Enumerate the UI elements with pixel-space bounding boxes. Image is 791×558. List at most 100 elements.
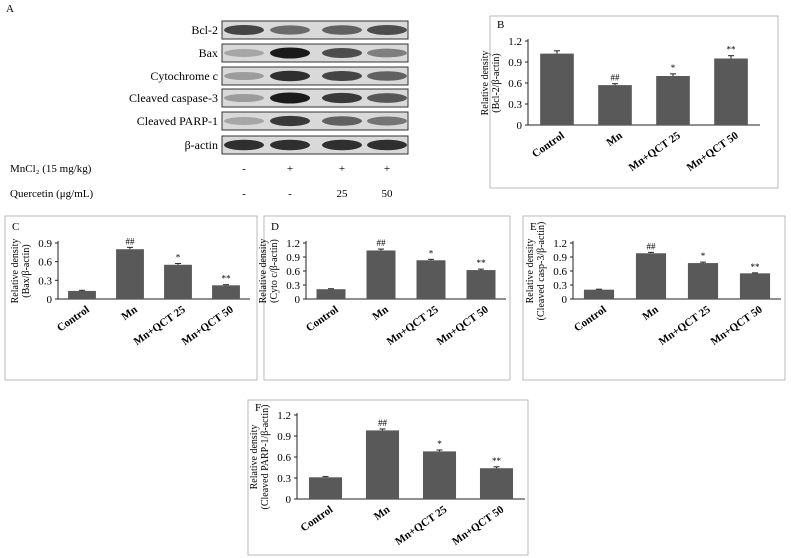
significance-marker: ** [751, 262, 761, 272]
blot-band [322, 116, 362, 126]
y-tick-label: 0.9 [277, 431, 291, 443]
blot-label-3: Cleaved caspase-3 [129, 91, 218, 105]
category-label: Control [298, 504, 335, 535]
significance-marker: * [701, 251, 706, 261]
blot-band [367, 25, 407, 35]
blot-band [224, 24, 264, 36]
panel-letter: E [530, 221, 537, 233]
bar-control [316, 289, 346, 299]
category-label: Mn+QCT 25 [627, 129, 684, 174]
blot-strip [221, 66, 409, 86]
category-label: Mn+QCT 25 [132, 303, 189, 348]
bar-mn-qct-50 [714, 58, 748, 125]
blot-strip [221, 135, 409, 155]
category-label: Mn+QCT 25 [385, 303, 442, 348]
blot-band [270, 25, 310, 35]
bar-mn [598, 85, 632, 125]
chart-frame [489, 15, 779, 189]
chart-panel-b: B 0 0.3 0.6 0.9 1.2 Relative density (Bcl-2/β-a… [480, 15, 779, 189]
blot-band [322, 25, 362, 35]
chart-frame [247, 399, 529, 556]
category-label: Mn [640, 304, 660, 323]
category-label: Mn+QCT 50 [709, 303, 766, 348]
category-label: Mn+QCT 25 [657, 303, 714, 348]
significance-marker: ** [492, 456, 502, 466]
blot-band [224, 117, 264, 125]
blot-label-4: Cleaved PARP-1 [137, 114, 218, 128]
blot-label-1: Bax [199, 46, 218, 60]
y-tick-label: 0.3 [277, 473, 291, 485]
bar-mn-qct-25 [422, 451, 457, 499]
blot-band [270, 92, 310, 104]
y-tick-label: 0.3 [553, 280, 567, 292]
category-label: Mn [604, 130, 624, 149]
significance-marker: ## [611, 73, 621, 83]
blot-band [270, 47, 310, 59]
y-axis-label: (Bax/β-actin) [21, 244, 32, 297]
y-tick-label: 0.6 [286, 266, 300, 278]
blot-label-2: Cytochrome c [150, 69, 218, 83]
category-label: Mn [119, 304, 139, 323]
blot-band [367, 93, 407, 103]
bar-mn-qct-25 [164, 264, 192, 299]
bar-control [583, 289, 615, 299]
y-tick-label: 0 [286, 494, 292, 506]
significance-marker: ** [222, 274, 232, 284]
blot-label-5: β-actin [185, 138, 218, 152]
blot-band [224, 139, 264, 151]
y-axis-label: (Bcl-2/β-actin) [491, 53, 502, 113]
y-tick-label: 0.9 [38, 238, 52, 250]
y-tick-label: 0.9 [553, 252, 567, 264]
bar-mn [635, 253, 667, 299]
blot-band [322, 139, 362, 151]
blot-band [367, 139, 407, 151]
y-tick-label: 0.9 [286, 252, 300, 264]
y-tick-label: 0.3 [286, 280, 300, 292]
chart-frame [263, 215, 511, 381]
condition-value: 25 [337, 188, 349, 200]
blot-band [224, 71, 264, 81]
significance-marker: * [176, 253, 181, 263]
y-tick-label: 0.6 [553, 266, 567, 278]
significance-marker: * [429, 248, 434, 258]
condition-value: - [242, 188, 246, 200]
blot-band [322, 48, 362, 58]
bar-mn-qct-50 [479, 468, 514, 499]
treatment-conditions: MnCl₂ (15 mg/kg) - + + + Quercetin (μg/mL) - - 2… [10, 163, 393, 200]
y-tick-label: 1.2 [277, 410, 291, 422]
blot-strip [221, 88, 409, 108]
y-axis-label: (Cleaved casp-3/β-actin) [536, 222, 547, 321]
chart-frame [522, 215, 786, 381]
panel-letter: F [255, 402, 261, 414]
y-tick-label: 0 [47, 294, 53, 306]
y-tick-label: 0.9 [508, 57, 522, 69]
bar-control [540, 53, 574, 125]
category-label: Control [55, 304, 92, 335]
blot-strip [221, 111, 409, 131]
panel-a-letter: A [6, 3, 14, 15]
panel-letter: C [12, 221, 19, 233]
bar-mn [116, 249, 144, 299]
y-tick-label: 0 [517, 120, 523, 132]
y-axis-label: (Cleaved PARP-1/β-actin) [260, 405, 271, 510]
y-tick-label: 0.3 [38, 275, 52, 287]
category-label: Mn [372, 504, 392, 523]
significance-marker: ## [377, 238, 387, 248]
chart-panel-d: D 0 0.3 0.6 0.9 1.2 Relative density (Cyto c/β-… [258, 215, 511, 381]
bar-mn-qct-50 [466, 270, 496, 299]
blot-band [367, 48, 407, 58]
category-label: Mn+QCT 50 [450, 503, 507, 548]
y-tick-label: 0.6 [277, 452, 291, 464]
bar-mn [365, 430, 400, 499]
significance-marker: * [437, 439, 442, 449]
y-axis-label: Relative density [249, 425, 260, 490]
panel-letter: B [497, 19, 504, 31]
category-label: Mn+QCT 50 [180, 303, 237, 348]
bar-control [68, 290, 96, 299]
condition-value: + [339, 163, 345, 175]
condition-value: 50 [382, 188, 394, 200]
category-label: Mn+QCT 50 [685, 129, 742, 174]
chart-panel-c: C 0 0.3 0.6 0.9 Relative density (Bax/β-actin)… [4, 215, 258, 381]
bar-mn-qct-50 [212, 285, 240, 299]
blot-strip [221, 20, 409, 40]
